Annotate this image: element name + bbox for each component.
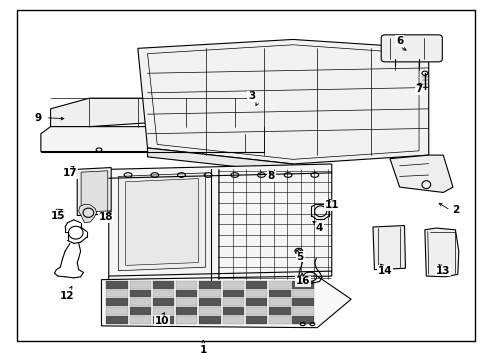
- Bar: [129, 307, 151, 315]
- Polygon shape: [77, 167, 111, 216]
- Polygon shape: [372, 226, 405, 270]
- Text: 14: 14: [377, 266, 391, 276]
- Bar: [222, 289, 244, 297]
- Bar: [176, 298, 197, 306]
- Polygon shape: [54, 209, 64, 220]
- Text: 10: 10: [155, 316, 169, 325]
- Bar: [106, 289, 127, 297]
- Bar: [129, 281, 151, 288]
- Bar: [176, 316, 197, 324]
- Polygon shape: [424, 228, 458, 277]
- Bar: [292, 281, 313, 288]
- Polygon shape: [89, 127, 254, 148]
- Bar: [292, 289, 313, 297]
- Text: 5: 5: [296, 252, 303, 261]
- Polygon shape: [389, 155, 452, 193]
- Bar: [153, 298, 174, 306]
- Text: 2: 2: [451, 205, 458, 215]
- Bar: [292, 307, 313, 315]
- Bar: [292, 316, 313, 324]
- Polygon shape: [102, 276, 350, 328]
- Polygon shape: [125, 179, 198, 265]
- Bar: [222, 281, 244, 288]
- FancyBboxPatch shape: [381, 35, 442, 62]
- Bar: [199, 316, 220, 324]
- Bar: [176, 289, 197, 297]
- Polygon shape: [147, 148, 292, 173]
- Bar: [269, 307, 290, 315]
- Text: 11: 11: [324, 200, 338, 210]
- Bar: [269, 281, 290, 288]
- Text: 17: 17: [62, 168, 77, 178]
- Polygon shape: [138, 40, 428, 164]
- Bar: [129, 289, 151, 297]
- Bar: [176, 307, 197, 315]
- Polygon shape: [41, 127, 264, 152]
- Text: 13: 13: [435, 266, 449, 276]
- Polygon shape: [108, 164, 331, 282]
- Bar: [153, 281, 174, 288]
- Bar: [176, 281, 197, 288]
- Bar: [153, 289, 174, 297]
- Bar: [106, 316, 127, 324]
- Text: 12: 12: [60, 291, 75, 301]
- Bar: [292, 298, 313, 306]
- Text: 16: 16: [295, 276, 309, 287]
- Bar: [245, 298, 267, 306]
- Bar: [106, 281, 127, 288]
- Bar: [222, 307, 244, 315]
- Bar: [153, 307, 174, 315]
- Bar: [245, 307, 267, 315]
- Bar: [129, 298, 151, 306]
- Bar: [199, 281, 220, 288]
- Bar: [153, 316, 174, 324]
- Bar: [199, 298, 220, 306]
- Text: 15: 15: [50, 211, 65, 221]
- Text: 9: 9: [35, 113, 42, 123]
- Bar: [222, 316, 244, 324]
- Bar: [199, 289, 220, 297]
- Bar: [269, 289, 290, 297]
- Text: 1: 1: [199, 345, 206, 355]
- Text: 8: 8: [267, 171, 274, 181]
- Text: 18: 18: [99, 212, 113, 222]
- Text: 6: 6: [395, 36, 403, 46]
- Bar: [245, 281, 267, 288]
- Polygon shape: [50, 98, 254, 127]
- Text: 4: 4: [315, 223, 323, 233]
- Bar: [106, 307, 127, 315]
- Bar: [269, 298, 290, 306]
- Polygon shape: [50, 127, 89, 148]
- Bar: [129, 316, 151, 324]
- Polygon shape: [81, 171, 107, 212]
- Text: 3: 3: [247, 91, 255, 102]
- Bar: [222, 298, 244, 306]
- Text: 7: 7: [414, 84, 422, 94]
- Bar: [106, 298, 127, 306]
- Bar: [199, 307, 220, 315]
- Bar: [245, 289, 267, 297]
- Polygon shape: [118, 173, 205, 271]
- Polygon shape: [79, 204, 97, 223]
- Bar: [245, 316, 267, 324]
- Bar: [269, 316, 290, 324]
